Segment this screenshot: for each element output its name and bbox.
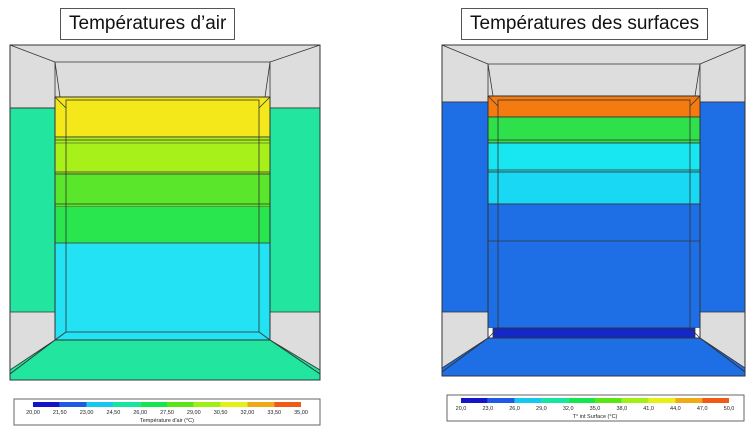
right-back-bottom-strip [492,327,696,339]
right-legend-label: T° int Surface (°C) [573,414,618,420]
right-band-1 [487,95,701,118]
right-legend-swatch [541,398,569,403]
right-legend-tick: 44,0 [670,406,681,412]
right-legend-swatch [621,398,649,403]
right-legend-tick: 35,0 [590,406,601,412]
right-legend-swatch [514,398,542,403]
right-legend-swatch [648,398,676,403]
left-legend-tick: 20,00 [26,410,40,416]
right-legend-swatch [487,398,515,403]
left-legend-swatch [140,402,167,407]
left-legend-tick: 27,50 [160,410,174,416]
right-legend-tick: 23,0 [482,406,493,412]
right-panel-title: Températures des surfaces [461,8,709,40]
left-legend-tick: 29,00 [187,410,201,416]
right-back-ceiling [487,63,701,97]
left-legend-swatch [167,402,194,407]
right-color-legend: 20,0 23,0 26,0 29,0 32,0 35,0 38,0 41,0 44,0 47,0… [446,394,745,422]
left-band-2 [54,136,271,175]
left-legend-swatch [193,402,221,407]
left-legend-tick: 33,50 [267,410,281,416]
left-floor [9,339,321,381]
right-legend-swatch [595,398,622,403]
left-legend-tick: 32,00 [241,410,255,416]
left-room-model [9,44,321,381]
left-band-1 [54,96,271,138]
left-legend-swatch [59,402,87,407]
right-band-3 [487,142,701,173]
right-legend-swatch [568,398,595,403]
right-legend-tick: 47,0 [697,406,708,412]
right-band-4 [487,171,701,205]
left-legend-tick: 30,50 [214,410,228,416]
right-legend-swatch [461,398,488,403]
right-legend-tick: 41,0 [643,406,654,412]
left-legend-tick: 21,50 [53,410,67,416]
left-back-lower [55,243,270,340]
right-legend-tick: 50,0 [724,406,735,412]
left-legend-tick: 23,00 [80,410,94,416]
left-back-ceiling [54,61,271,98]
right-legend-tick: 38,0 [616,406,627,412]
right-back-lower [488,204,700,328]
left-legend-swatch [86,402,114,407]
left-inner-frame [65,99,260,333]
right-inner-frame [497,99,691,329]
left-legend-swatch [220,402,248,407]
right-legend-swatch [675,398,703,403]
left-legend-tick: 35,00 [294,410,308,416]
left-legend-swatch [274,402,301,407]
left-band-3 [54,173,271,208]
left-band-4 [55,207,270,243]
right-band-2 [487,116,701,144]
right-legend-tick: 29,0 [536,406,547,412]
left-legend-swatch [113,402,141,407]
left-legend-tick: 26,00 [133,410,147,416]
right-legend-swatch [702,398,729,403]
right-legend-tick: 20,0 [456,406,467,412]
right-legend-tick: 26,0 [509,406,520,412]
left-legend-tick: 24,50 [107,410,121,416]
left-legend-swatch [247,402,275,407]
right-legend-tick: 32,0 [563,406,574,412]
left-panel-title: Températures d’air [60,8,236,40]
right-room-model [441,44,746,377]
left-legend-swatch [33,402,60,407]
right-floor [441,337,746,377]
left-color-legend: 20,00 21,50 23,00 24,50 26,00 27,50 29,00 30,50… [13,398,321,426]
left-legend-label: Température d'air (°C) [140,418,194,424]
